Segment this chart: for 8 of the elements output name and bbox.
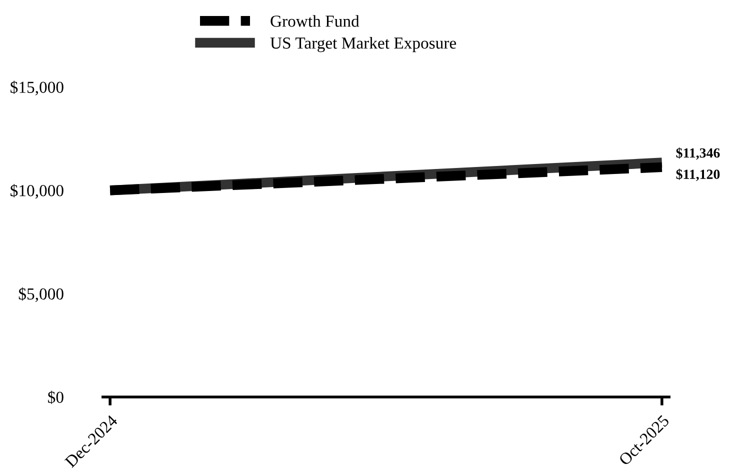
y-tick-label: $10,000 [10,184,64,199]
legend-label: Growth Fund [270,15,360,27]
data-label: $11,120 [676,168,720,182]
y-tick-label: $0 [48,390,64,404]
data-label: $11,346 [676,147,720,160]
y-tick-label: $5,000 [18,287,64,302]
legend-label: US Target Market Exposure [270,36,456,52]
y-tick-label: $15,000 [10,80,64,96]
